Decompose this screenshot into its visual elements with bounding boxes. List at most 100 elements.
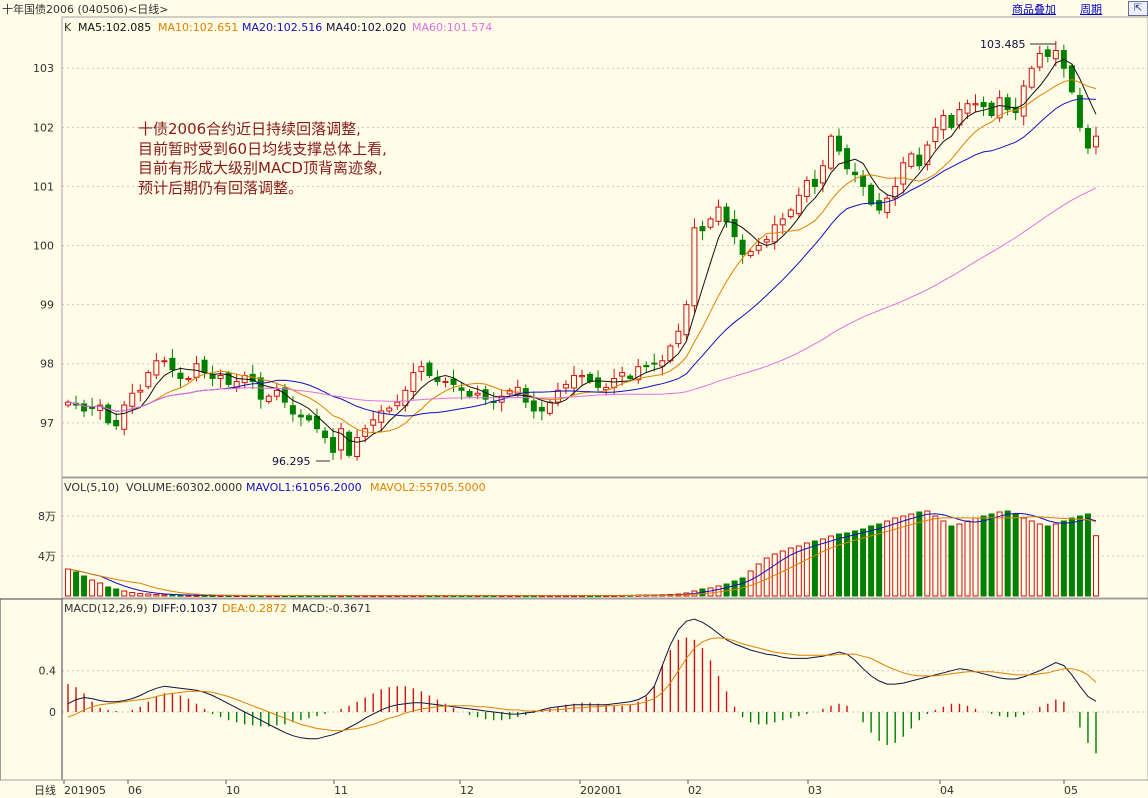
candle-body: [908, 153, 915, 167]
volume-bar: [795, 545, 802, 597]
overlay-commodity-link[interactable]: 商品叠加: [1012, 3, 1056, 16]
volume-bar: [1012, 513, 1019, 597]
candle-body: [105, 404, 112, 424]
volume-bar: [755, 563, 762, 597]
candle-body: [964, 103, 971, 114]
candle-body: [281, 387, 288, 403]
candle-body: [201, 359, 208, 374]
candle-body: [185, 377, 192, 381]
candle-body: [81, 403, 88, 412]
candle-body: [273, 389, 280, 397]
volume-bar: [996, 511, 1003, 597]
volume-bar: [844, 532, 851, 597]
candle-body: [1004, 97, 1011, 111]
note-line: 目前有形成大级别MACD顶背离迹象,: [138, 159, 383, 177]
ma20-line: [67, 98, 1097, 417]
candle-body: [643, 364, 650, 368]
macd-histogram: [67, 637, 1097, 754]
candle-body: [876, 200, 883, 211]
candle-body: [627, 375, 634, 379]
candle-body: [980, 102, 987, 108]
candle-body: [137, 389, 144, 393]
volume-tick-label: 8万: [38, 510, 56, 523]
legend-volume: VOLUME:60302.0000: [126, 481, 242, 494]
candle-body: [217, 375, 224, 379]
volume-bar: [972, 517, 979, 597]
x-tick-label: 11: [334, 784, 348, 797]
volume-bar: [836, 533, 842, 597]
volume-bar: [129, 592, 136, 597]
legend-ma40: MA40:102.020: [326, 21, 406, 34]
candle-body: [1028, 67, 1035, 88]
candle-body: [819, 165, 826, 184]
candle-body: [402, 389, 409, 407]
candle-body: [996, 97, 1003, 119]
candle-body: [1076, 94, 1083, 128]
candle-body: [795, 194, 802, 215]
diff-line: [67, 618, 1097, 740]
volume-bar: [876, 523, 883, 597]
legend-vol: VOL(5,10): [64, 481, 119, 494]
price-panel-frame: [61, 16, 1148, 478]
candle-body: [370, 419, 377, 426]
volume-bar: [747, 570, 754, 597]
price-tick-label: 98: [40, 358, 54, 371]
high-label: 103.485: [980, 38, 1026, 51]
volume-bar: [707, 587, 714, 597]
ma5-line: [67, 58, 1097, 443]
note-line: 目前暂时受到60日均线支撑总体上看,: [138, 139, 387, 158]
chart-title: 十年国债2006 (040506)<日线>: [2, 3, 169, 16]
candle-body: [121, 404, 128, 430]
volume-bar: [988, 513, 995, 597]
candle-body: [1036, 52, 1043, 68]
price-tick-label: 99: [40, 299, 54, 312]
candle-body: [779, 218, 786, 226]
volume-bar: [1036, 523, 1043, 597]
candle-body: [900, 162, 907, 185]
volume-panel-frame: [61, 477, 1148, 599]
candle-body: [1044, 49, 1051, 57]
period-link[interactable]: 周期: [1080, 3, 1102, 16]
candle-body: [988, 102, 995, 117]
legend-ma5: MA5:102.085: [78, 21, 151, 34]
candle-body: [860, 175, 867, 187]
mavol2-line: [67, 516, 1097, 597]
x-tick-label: 12: [460, 784, 474, 797]
candle-body: [145, 372, 152, 388]
volume-bar: [1068, 517, 1075, 597]
candle-body: [747, 250, 754, 257]
candle-body: [836, 135, 842, 152]
candle-body: [1020, 85, 1027, 117]
volume-bar: [113, 588, 120, 597]
moving-average-lines: [67, 58, 1097, 443]
legend-ma20: MA20:102.516: [242, 21, 322, 34]
price-tick-label: 100: [33, 240, 54, 253]
candle-body: [450, 378, 457, 385]
volume-bar: [892, 517, 899, 597]
x-tick-label: 04: [940, 784, 954, 797]
volume-bar: [779, 550, 786, 597]
volume-bar: [916, 511, 923, 597]
legend-k: K: [64, 21, 72, 34]
candle-body: [265, 395, 272, 403]
volume-bars: [65, 510, 1099, 598]
volume-bar: [1028, 520, 1035, 597]
volume-bar: [852, 530, 859, 597]
volume-bar: [980, 515, 987, 597]
x-axis-labels: 日线 201905 06 10 11 12 202001 02 03 04 05: [34, 780, 1078, 797]
x-tick-label: 202001: [580, 784, 622, 797]
candle-body: [297, 414, 304, 418]
x-tick-label: 201905: [64, 784, 106, 797]
candle-body: [169, 357, 176, 371]
note-line: 预计后期仍有回落调整。: [138, 178, 304, 197]
candle-body: [691, 227, 698, 307]
volume-bar: [723, 583, 730, 597]
volume-bar: [940, 520, 947, 597]
candle-body: [763, 239, 770, 243]
legend-mavol1: MAVOL1:61056.2000: [246, 481, 362, 494]
candle-body: [394, 401, 401, 407]
candle-body: [787, 209, 794, 218]
legend-ma10: MA10:102.651: [158, 21, 238, 34]
candle-body: [538, 406, 545, 412]
volume-bar: [65, 568, 72, 597]
